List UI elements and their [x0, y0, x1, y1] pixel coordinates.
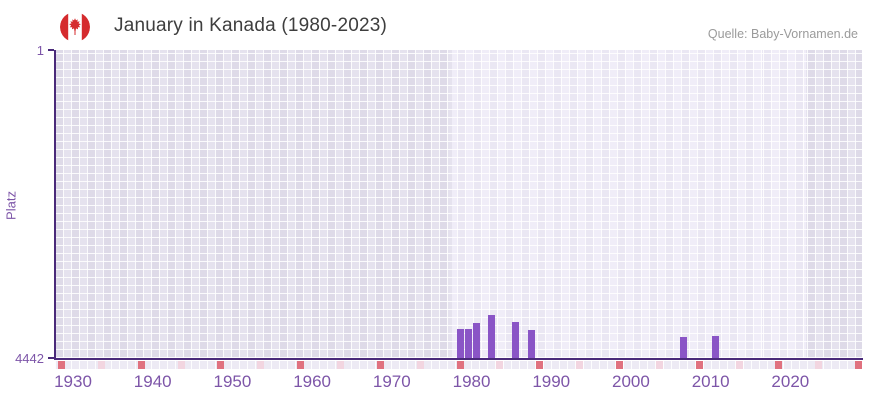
rank-bar-1978 [456, 329, 464, 358]
year-mark-strong-2008 [695, 361, 703, 369]
x-tick-label-1930: 1930 [54, 372, 92, 391]
year-mark-light-2023 [815, 361, 823, 369]
year-mark-strong-1938 [137, 361, 145, 369]
year-mark-strong-1998 [615, 361, 623, 369]
year-mark-strong-2028 [855, 361, 863, 369]
x-tick-label-1940: 1940 [133, 372, 172, 391]
year-mark-strong-2018 [775, 361, 783, 369]
plot-area [55, 50, 862, 358]
canada-flag-icon [60, 12, 90, 42]
rank-bar-1980 [472, 323, 480, 358]
x-tick-label-1990: 1990 [532, 372, 571, 391]
x-axis-line [54, 358, 863, 360]
year-mark-strong-1948 [217, 361, 225, 369]
year-mark-light-1973 [416, 361, 424, 369]
data-range-highlight-band [451, 50, 807, 358]
rank-bar-2006 [679, 337, 687, 358]
source-credit: Quelle: Baby-Vornamen.de [707, 27, 858, 41]
year-mark-strong-1958 [297, 361, 305, 369]
x-tick-label-1950: 1950 [213, 372, 252, 391]
year-mark-strong-1928 [58, 361, 66, 369]
x-tick-label-2010: 2010 [691, 372, 730, 391]
maple-leaf-icon [69, 18, 81, 31]
year-mark-light-1933 [97, 361, 105, 369]
year-mark-light-1963 [337, 361, 345, 369]
y-tick-top: 1 [36, 43, 44, 58]
page-title: January in Kanada (1980-2023) [114, 15, 388, 36]
year-mark-light-1943 [177, 361, 185, 369]
x-tick-label-2020: 2020 [771, 372, 810, 391]
canada-flag-svg [60, 12, 90, 42]
year-mark-light-1983 [496, 361, 504, 369]
year-mark-strong-1968 [376, 361, 384, 369]
y-axis-tick-bottom [48, 357, 54, 359]
rank-bar-1982 [488, 314, 496, 358]
y-tick-bottom: 4442 [15, 351, 44, 366]
year-mark-light-1953 [257, 361, 265, 369]
y-axis-tick-top [48, 49, 54, 51]
year-mark-strong-1978 [456, 361, 464, 369]
x-tick-label-1960: 1960 [293, 372, 332, 391]
bottom-mark-stripe [55, 361, 863, 369]
rank-bar-1985 [512, 321, 520, 358]
rank-bar-2010 [711, 336, 719, 358]
rank-bar-1979 [464, 329, 472, 358]
year-mark-light-2003 [655, 361, 663, 369]
rank-bar-1987 [528, 330, 536, 358]
y-axis-title: Platz [3, 191, 19, 220]
x-tick-label-1970: 1970 [372, 372, 411, 391]
y-axis-line [54, 50, 56, 360]
x-tick-label-1980: 1980 [452, 372, 491, 391]
year-mark-light-2013 [735, 361, 743, 369]
x-tick-label-2000: 2000 [612, 372, 650, 391]
year-mark-strong-1988 [536, 361, 544, 369]
year-mark-light-1993 [576, 361, 584, 369]
